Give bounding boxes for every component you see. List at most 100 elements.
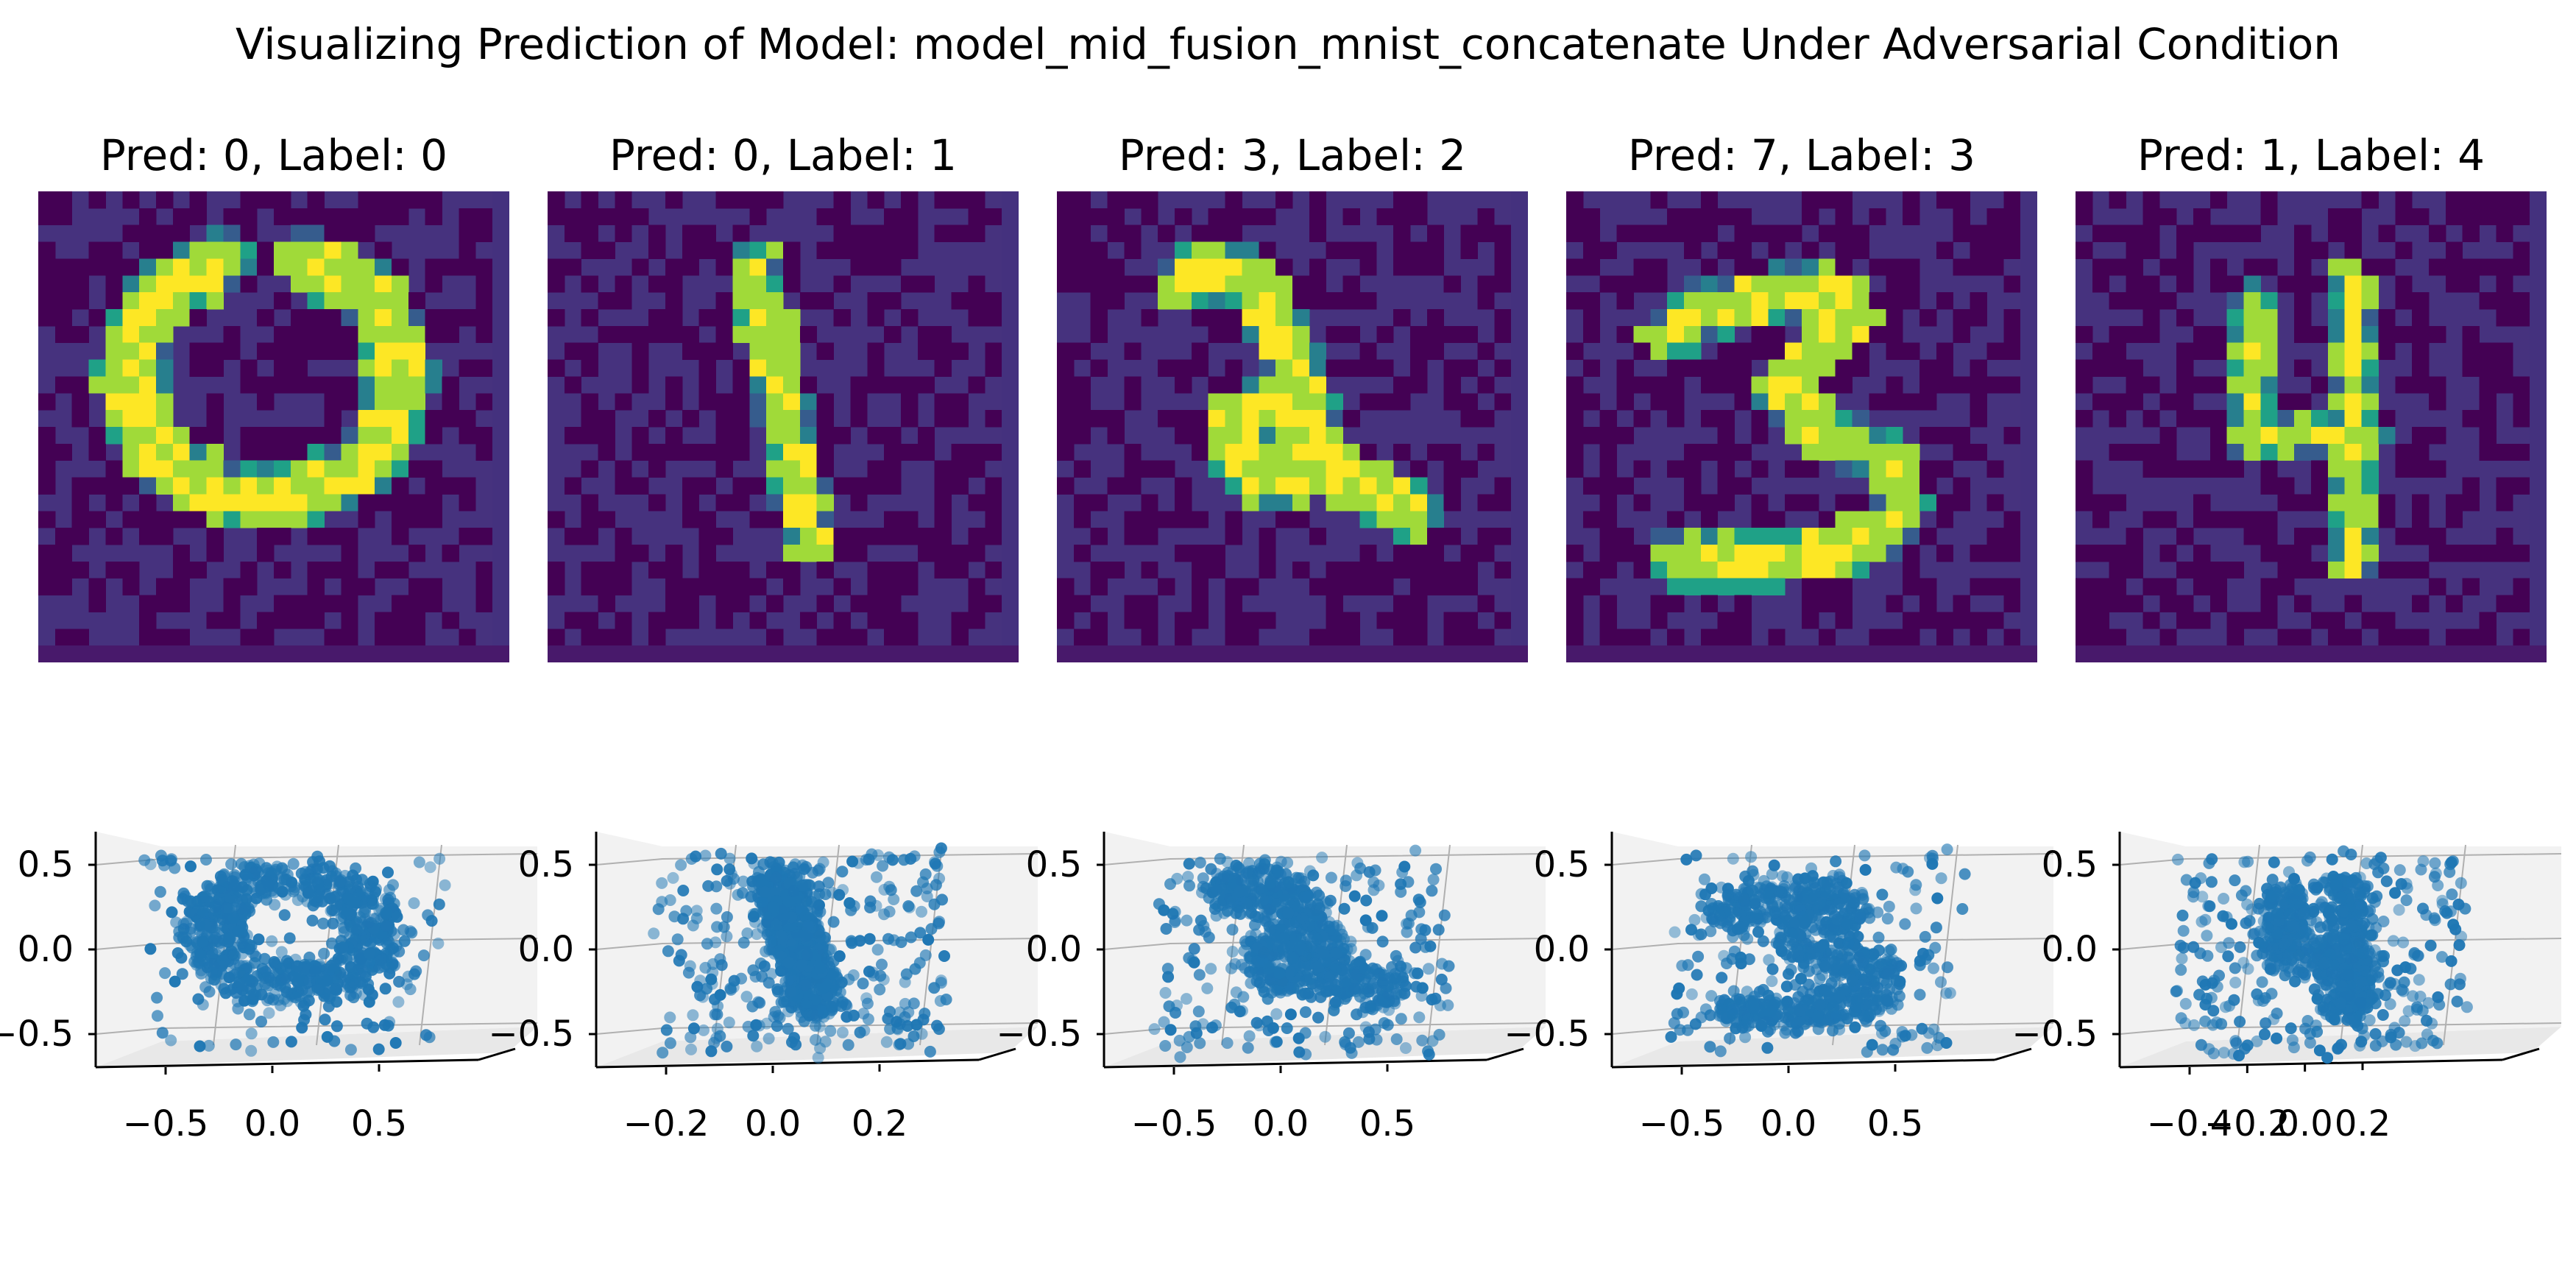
pixel xyxy=(2176,460,2194,478)
pixel xyxy=(715,460,733,478)
scatter-point xyxy=(747,964,760,977)
pixel xyxy=(749,410,767,428)
pixel xyxy=(2126,376,2143,394)
grid-line xyxy=(1427,844,1451,1046)
pixel xyxy=(2142,224,2160,243)
pixel xyxy=(917,645,935,662)
pixel xyxy=(1700,578,1719,596)
pixel xyxy=(274,359,291,377)
pixel xyxy=(2327,629,2346,646)
pixel xyxy=(598,645,615,662)
pixel xyxy=(1225,292,1242,310)
pixel xyxy=(54,325,73,344)
scatter-point xyxy=(921,891,933,902)
pixel xyxy=(341,325,358,344)
pixel xyxy=(290,612,308,629)
pixel xyxy=(2142,376,2160,394)
pixel xyxy=(1700,561,1719,579)
pixel xyxy=(1309,224,1327,243)
pixel xyxy=(189,208,208,226)
scatter-point xyxy=(868,969,880,982)
scatter-point xyxy=(434,852,446,865)
pixel xyxy=(105,325,123,344)
pixel xyxy=(1835,545,1853,562)
pixel xyxy=(1242,612,1259,629)
pixel xyxy=(1684,208,1702,226)
pixel xyxy=(648,309,666,327)
pixel xyxy=(341,561,358,579)
pixel xyxy=(425,645,443,662)
scatter-point xyxy=(933,872,946,885)
scatter-point xyxy=(933,1023,945,1036)
pixel xyxy=(2513,393,2530,411)
scatter-point xyxy=(325,905,337,917)
pixel xyxy=(884,376,902,394)
pixel xyxy=(307,460,325,478)
pixel xyxy=(917,342,935,361)
pixel xyxy=(2395,241,2413,259)
pixel xyxy=(38,393,56,411)
pixel xyxy=(1667,342,1685,361)
scatter-point xyxy=(306,914,319,927)
pixel xyxy=(2076,494,2093,512)
digit-image-4 xyxy=(2076,191,2547,662)
pixel xyxy=(1616,528,1634,545)
pixel xyxy=(715,309,733,327)
pixel xyxy=(2327,645,2346,662)
pixel xyxy=(1903,443,1920,461)
pixel xyxy=(1835,410,1853,428)
pixel xyxy=(2445,545,2463,562)
pixel xyxy=(548,359,565,377)
scatter-point xyxy=(404,983,417,996)
pixel xyxy=(257,443,275,461)
pixel xyxy=(2344,645,2363,662)
scatter-point xyxy=(691,980,704,993)
scatter-point xyxy=(685,853,698,865)
pixel xyxy=(1511,275,1528,293)
pixel xyxy=(968,191,986,209)
pixel xyxy=(1208,325,1226,344)
pixel xyxy=(850,410,868,428)
pixel xyxy=(766,309,784,327)
pixel xyxy=(71,325,90,344)
pixel xyxy=(307,224,325,243)
pixel xyxy=(1650,275,1668,293)
scatter-3d-plot-2: 0.50.0−0.5−0.5 0.0 0.5 xyxy=(996,832,1546,1144)
pixel xyxy=(2176,275,2194,293)
pixel xyxy=(2344,224,2363,243)
pixel xyxy=(2076,578,2093,596)
pixel xyxy=(2020,443,2037,461)
pixel xyxy=(2020,258,2037,276)
scatter-point xyxy=(759,885,771,898)
pixel xyxy=(2176,410,2194,428)
pixel xyxy=(1616,629,1634,646)
pixel xyxy=(2361,528,2379,545)
pixel xyxy=(1057,275,1075,293)
pixel xyxy=(1616,477,1634,495)
pixel xyxy=(951,393,969,411)
pixel xyxy=(867,578,885,596)
pixel xyxy=(1700,325,1719,344)
x-tick-label: 0.0 xyxy=(244,1103,300,1144)
scatter-point xyxy=(668,910,681,923)
pixel xyxy=(122,645,140,662)
scatter-point xyxy=(249,957,261,969)
pixel xyxy=(1566,410,1584,428)
pixel xyxy=(783,545,801,562)
pixel xyxy=(2412,460,2430,478)
pixel xyxy=(631,477,649,495)
pixel xyxy=(1768,410,1786,428)
pixel xyxy=(884,645,902,662)
pixel xyxy=(1191,511,1209,528)
pixel xyxy=(2003,275,2021,293)
pixel xyxy=(648,629,666,646)
scatter-point xyxy=(1351,857,1364,869)
pixel xyxy=(1700,443,1719,461)
pixel xyxy=(2479,443,2497,461)
pixel xyxy=(2361,561,2379,579)
pixel xyxy=(324,410,342,428)
pixel xyxy=(1057,427,1075,445)
scatter-point xyxy=(795,904,807,916)
pixel xyxy=(698,545,717,562)
pixel xyxy=(122,443,140,461)
